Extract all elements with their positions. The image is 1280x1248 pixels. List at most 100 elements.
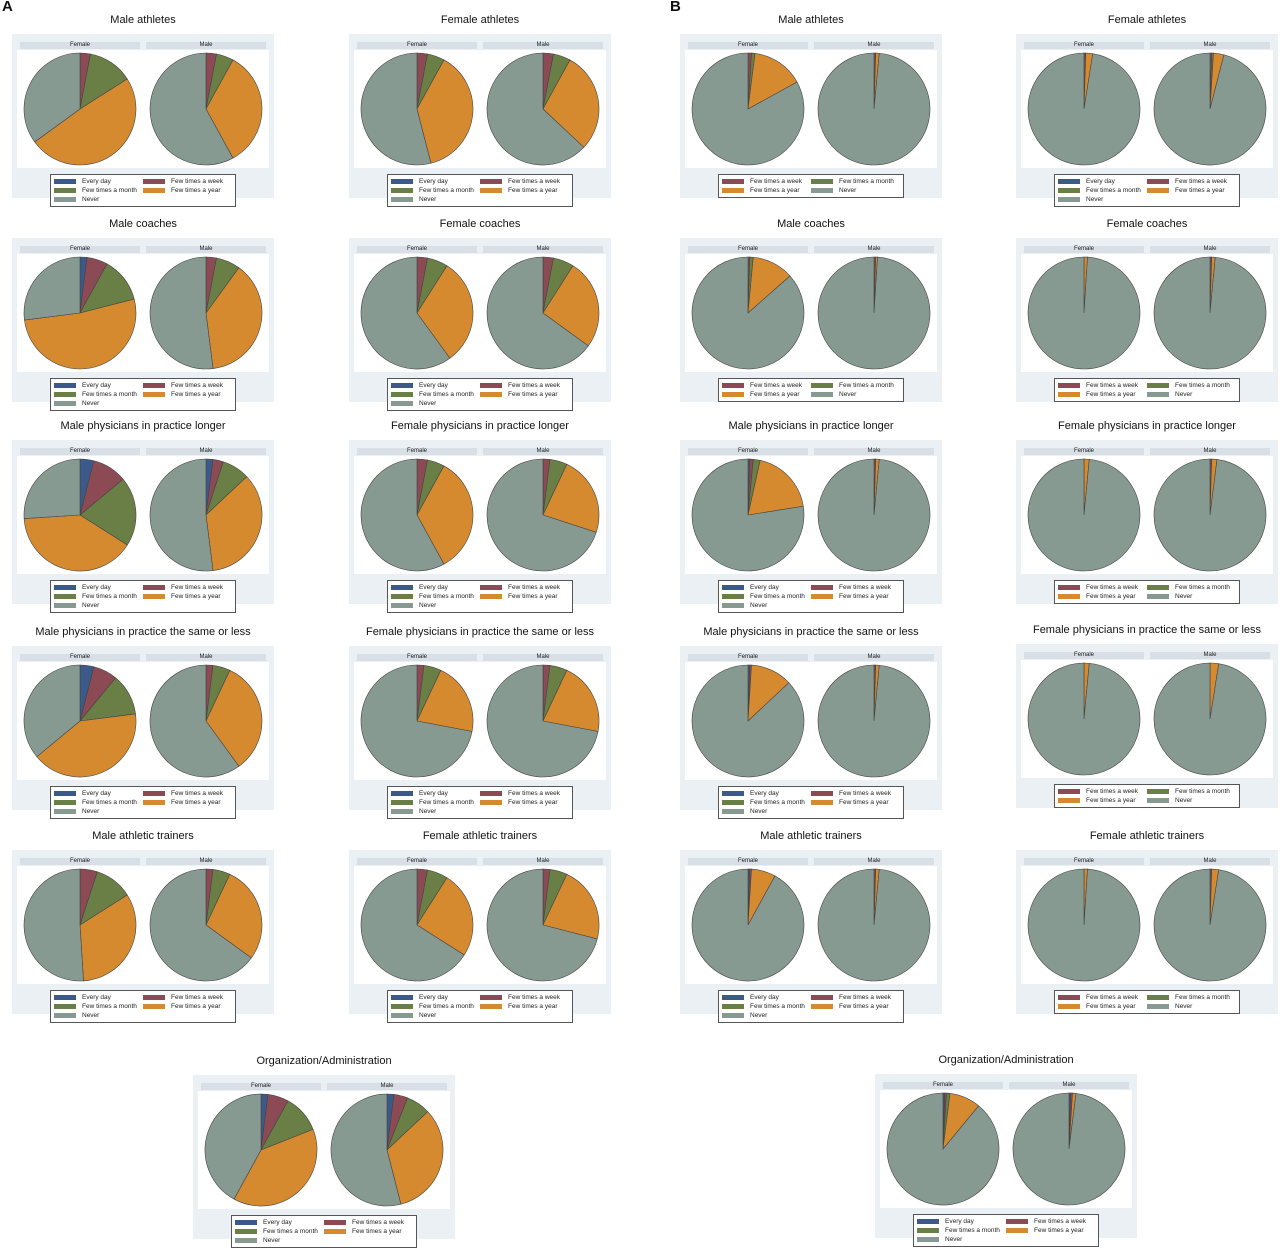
legend-label: Few times a week <box>839 584 892 591</box>
legend-label: Few times a month <box>750 799 805 806</box>
legend-swatch <box>143 800 165 805</box>
legend-label: Few times a week <box>1086 382 1139 389</box>
legend-label: Few times a month <box>82 187 137 194</box>
facet-plot-male <box>480 254 606 372</box>
legend-label: Few times a year <box>839 593 889 600</box>
facet-label-male: Male <box>1150 652 1270 659</box>
legend-swatch <box>722 594 744 599</box>
pie-svg <box>1153 458 1267 572</box>
facet-plot-male <box>480 662 606 780</box>
facet-label-female: Female <box>1024 448 1144 455</box>
legend-swatch <box>1147 188 1169 193</box>
pie-slice-few-times-a-year <box>23 514 128 572</box>
chart-legend: Every day Few times a week Few times a mon… <box>387 786 573 819</box>
pie-slice-few-times-a-year <box>416 669 474 732</box>
chart-frame: Female Male Every day Few times a week Few t… <box>680 440 942 613</box>
facet-plot-female <box>198 1091 324 1209</box>
chart-title: Male athletes <box>778 14 844 26</box>
legend-label: Every day <box>750 790 779 797</box>
pie-slice-few-times-a-year <box>36 713 137 778</box>
legend-item-never: Never <box>917 1235 1006 1244</box>
legend-swatch <box>722 1013 744 1018</box>
chart-legend: Every day Few times a week Few times a mon… <box>718 786 904 819</box>
legend-swatch <box>324 1220 346 1225</box>
pie-slice-never <box>23 868 84 982</box>
pie-slice-never <box>23 458 81 519</box>
legend-item-few-times-a-month: Few times a month <box>391 186 480 195</box>
legend-swatch <box>811 800 833 805</box>
legend-item-few-times-a-month: Few times a month <box>1147 993 1236 1002</box>
legend-label: Every day <box>945 1218 974 1225</box>
legend-swatch <box>917 1219 939 1224</box>
legend-label: Few times a year <box>1086 391 1136 398</box>
chart-title: Female coaches <box>1106 218 1188 230</box>
pie-slice-never <box>23 256 81 321</box>
legend-swatch <box>811 392 833 397</box>
facet-plot-female <box>685 254 811 372</box>
legend-swatch <box>391 585 413 590</box>
legend-label: Few times a year <box>839 1003 889 1010</box>
legend-label: Never <box>750 808 768 815</box>
chart-frame: Female Male Few times a week Few times a mo… <box>1016 850 1278 1014</box>
chart-frame: Female Male Every day Few times a week Few t… <box>349 850 611 1023</box>
legend-swatch <box>324 1229 346 1234</box>
legend-label: Few times a week <box>171 382 224 389</box>
legend-label: Few times a month <box>839 178 894 185</box>
chart-title: Male physicians in practice longer <box>728 420 894 432</box>
pie-svg <box>149 458 263 572</box>
legend-item-every-day: Every day <box>1058 177 1147 186</box>
facet-plot-male <box>1147 456 1273 574</box>
pie-slice-never <box>691 868 805 982</box>
legend-swatch <box>54 383 76 388</box>
pie-svg <box>23 664 137 778</box>
pie-slice-few-times-a-year <box>747 459 804 516</box>
legend-label: Never <box>419 602 437 609</box>
legend-label: Few times a week <box>750 382 803 389</box>
legend-label: Few times a month <box>419 391 474 398</box>
legend-item-few-times-a-year: Few times a year <box>480 592 569 601</box>
legend-item-never: Never <box>54 399 143 408</box>
facet-label-male: Male <box>483 654 603 661</box>
legend-item-few-times-a-year: Few times a year <box>1058 390 1147 399</box>
facet-label-male: Male <box>1150 448 1270 455</box>
pie-slice-few-times-a-year <box>205 267 263 369</box>
legend-item-few-times-a-year: Few times a year <box>480 798 569 807</box>
pie-svg <box>23 458 137 572</box>
legend-item-few-times-a-year: Few times a year <box>143 1002 232 1011</box>
legend-item-every-day: Every day <box>391 583 480 592</box>
legend-label: Every day <box>82 178 111 185</box>
legend-swatch <box>811 383 833 388</box>
pie-svg <box>1027 868 1141 982</box>
legend-label: Few times a month <box>839 382 894 389</box>
pie-slice-few-times-a-year <box>205 59 263 159</box>
chart-title: Male athletic trainers <box>760 830 862 842</box>
facet-label-male: Male <box>146 654 266 661</box>
legend-label: Few times a week <box>508 584 561 591</box>
pie-slice-never <box>360 256 451 370</box>
legend-swatch <box>1058 392 1080 397</box>
legend-item-few-times-a-week: Few times a week <box>480 177 569 186</box>
legend-swatch <box>1147 995 1169 1000</box>
pie-slice-few-times-a-year <box>416 465 474 565</box>
legend-swatch <box>143 585 165 590</box>
chart-legend: Few times a week Few times a month Few tim… <box>1054 378 1240 402</box>
facet-label-male: Male <box>814 42 934 49</box>
legend-label: Never <box>82 196 100 203</box>
legend-swatch <box>811 585 833 590</box>
pie-slice-few-times-a-year <box>205 669 263 767</box>
pie-slice-never <box>149 868 252 982</box>
facet-plot-male <box>1147 254 1273 372</box>
pie-slice-few-times-a-year <box>542 669 600 732</box>
legend-item-few-times-a-year: Few times a year <box>722 390 811 399</box>
legend-item-never: Never <box>54 601 143 610</box>
legend-label: Few times a year <box>508 391 558 398</box>
legend-swatch <box>811 791 833 796</box>
legend-item-few-times-a-month: Few times a month <box>1147 787 1236 796</box>
legend-item-few-times-a-year: Few times a year <box>811 798 900 807</box>
legend-swatch <box>1058 594 1080 599</box>
legend-swatch <box>391 995 413 1000</box>
legend-item-few-times-a-month: Few times a month <box>391 592 480 601</box>
pie-slice-never <box>691 664 805 778</box>
legend-item-never: Never <box>722 601 811 610</box>
legend-swatch <box>1058 179 1080 184</box>
